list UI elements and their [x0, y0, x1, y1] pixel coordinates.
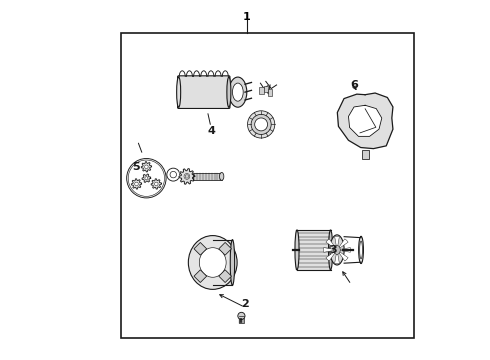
Ellipse shape	[359, 236, 364, 264]
Bar	[268, 89, 272, 96]
Ellipse shape	[229, 77, 247, 107]
Text: 2: 2	[241, 299, 249, 309]
Ellipse shape	[230, 240, 235, 285]
Circle shape	[126, 158, 166, 198]
Ellipse shape	[330, 235, 344, 265]
Wedge shape	[335, 237, 340, 250]
Polygon shape	[194, 242, 207, 255]
Wedge shape	[337, 248, 350, 252]
Circle shape	[185, 175, 189, 178]
Wedge shape	[337, 239, 348, 250]
Bar	[362, 150, 368, 158]
Polygon shape	[151, 179, 161, 189]
Circle shape	[238, 312, 245, 319]
FancyBboxPatch shape	[177, 76, 230, 108]
Ellipse shape	[295, 230, 299, 270]
Circle shape	[255, 118, 268, 131]
Text: 3: 3	[329, 245, 337, 255]
Ellipse shape	[328, 230, 333, 270]
Circle shape	[128, 160, 165, 196]
Bar	[295, 230, 331, 270]
Wedge shape	[323, 248, 337, 252]
Polygon shape	[219, 270, 231, 283]
Bar	[239, 319, 244, 323]
Circle shape	[135, 182, 138, 186]
Text: 5: 5	[132, 162, 140, 172]
Text: 1: 1	[243, 12, 251, 22]
Polygon shape	[179, 168, 195, 184]
Circle shape	[247, 111, 275, 138]
Bar	[264, 86, 268, 92]
Circle shape	[145, 165, 148, 168]
Polygon shape	[348, 105, 382, 136]
Ellipse shape	[188, 235, 237, 289]
Polygon shape	[337, 93, 393, 149]
Polygon shape	[131, 179, 142, 189]
Bar	[122, 33, 414, 338]
Wedge shape	[335, 250, 340, 264]
Bar	[213, 240, 232, 285]
Bar	[259, 87, 264, 94]
Circle shape	[145, 177, 148, 180]
Wedge shape	[326, 250, 337, 261]
Text: 6: 6	[350, 80, 358, 90]
Text: 4: 4	[208, 126, 216, 136]
Circle shape	[170, 171, 176, 178]
Polygon shape	[194, 270, 207, 283]
Wedge shape	[326, 239, 337, 250]
Circle shape	[167, 168, 180, 181]
Ellipse shape	[334, 246, 340, 255]
Ellipse shape	[199, 248, 226, 277]
Circle shape	[251, 114, 271, 134]
Ellipse shape	[360, 241, 363, 259]
Ellipse shape	[232, 83, 243, 101]
Polygon shape	[142, 174, 151, 183]
Circle shape	[184, 174, 190, 179]
Ellipse shape	[220, 172, 224, 180]
Ellipse shape	[177, 77, 181, 107]
Wedge shape	[337, 250, 348, 261]
Ellipse shape	[227, 77, 231, 107]
Polygon shape	[193, 173, 221, 180]
Polygon shape	[219, 242, 231, 255]
Circle shape	[154, 182, 158, 186]
Polygon shape	[141, 162, 151, 172]
